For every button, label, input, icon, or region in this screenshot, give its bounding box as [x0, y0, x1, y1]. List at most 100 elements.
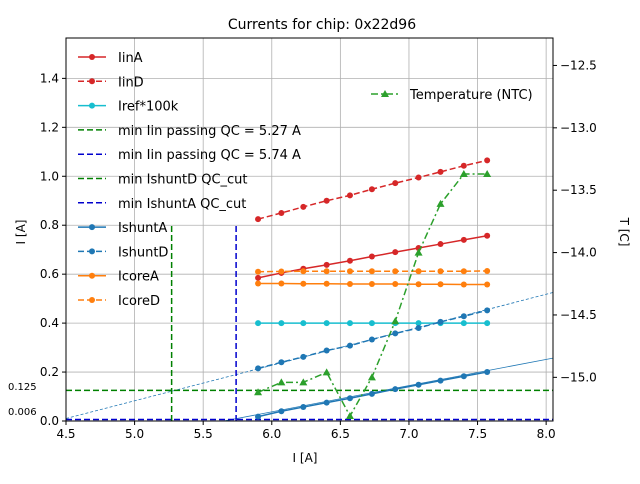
- y-tick-label-1: 0.2: [40, 365, 59, 379]
- point-IinA-10: [484, 232, 491, 239]
- legend-temp-marker: [381, 90, 389, 97]
- point-IinD-10: [484, 157, 491, 164]
- point-IcoreD-7: [415, 268, 422, 275]
- y-axis-label: I [A]: [14, 220, 28, 245]
- temperature-point-0: [254, 388, 263, 396]
- plot-clipped: [66, 38, 553, 421]
- y2-tick-label-1: −14.5: [560, 308, 597, 322]
- point-IinA-6: [392, 249, 399, 256]
- point-IcoreD-4: [346, 268, 353, 275]
- legend-main-label-6: min IshuntA QC_cut: [118, 197, 246, 212]
- legend-main-label-9: IcoreA: [118, 270, 159, 285]
- plot-frame: [65, 37, 554, 422]
- legend-main-label-4: min Iin passing QC = 5.74 A: [118, 148, 301, 163]
- point-IshuntA-6: [392, 386, 399, 393]
- y2-axis-label: T [C]: [617, 217, 631, 247]
- point-IshuntA-0: [255, 413, 262, 420]
- x-axis-label: I [A]: [293, 451, 318, 465]
- point-IinA-9: [460, 236, 467, 243]
- legend-main-label-0: IinA: [118, 51, 143, 66]
- point-Iref*100k-0: [255, 320, 262, 327]
- point-IinD-5: [368, 186, 375, 193]
- point-IshuntA-8: [437, 377, 444, 384]
- legend-main-marker-7: [89, 224, 95, 231]
- hline-label-0: 0.125: [8, 382, 37, 393]
- point-IinD-9: [460, 162, 467, 169]
- y2-tick-label-5: −12.5: [560, 58, 597, 72]
- point-IcoreD-9: [460, 268, 467, 275]
- x-tick-label-5: 7.0: [399, 427, 418, 441]
- temperature-point-8: [436, 199, 445, 207]
- legend-main-marker-10: [89, 297, 95, 303]
- point-IcoreD-6: [392, 268, 399, 275]
- temperature-point-10: [483, 169, 492, 177]
- legend-main-label-7: IshuntA: [118, 221, 167, 236]
- temperature-point-1: [277, 378, 286, 386]
- point-IcoreA-3: [323, 280, 330, 287]
- legend-main-label-3: min Iin passing QC = 5.27 A: [118, 124, 301, 139]
- point-Iref*100k-2: [300, 320, 307, 327]
- chart-title: Currents for chip: 0x22d96: [228, 17, 416, 33]
- legend-temp-label: Temperature (NTC): [409, 88, 533, 103]
- point-IshuntD-1: [278, 359, 285, 366]
- temperature-point-3: [322, 368, 331, 376]
- point-IshuntD-5: [368, 336, 375, 343]
- y2-tick-label-0: −15.0: [560, 370, 597, 384]
- legend-main-label-8: IshuntD: [118, 245, 168, 260]
- point-Iref*100k-7: [415, 320, 422, 327]
- point-Iref*100k-10: [484, 320, 491, 327]
- point-Iref*100k-3: [323, 320, 330, 327]
- y2-tick-label-4: −13.0: [560, 121, 597, 135]
- point-IcoreA-4: [346, 280, 353, 287]
- x-tick-label-4: 6.5: [331, 427, 350, 441]
- point-IcoreD-1: [278, 268, 285, 275]
- point-IcoreA-5: [368, 280, 375, 287]
- point-IshuntA-1: [278, 408, 285, 415]
- point-IshuntD-3: [323, 347, 330, 354]
- point-IinD-2: [300, 203, 307, 210]
- point-IshuntD-0: [255, 365, 262, 372]
- legend-main-label-2: Iref*100k: [118, 100, 179, 115]
- point-IcoreA-6: [392, 280, 399, 287]
- point-IinD-8: [437, 168, 444, 175]
- point-IshuntA-4: [346, 395, 353, 402]
- point-IcoreA-0: [255, 280, 262, 287]
- legend-main-marker-8: [89, 248, 95, 255]
- plot-area: 4.5 5.0 5.5 6.0 6.5 7.0 7.5 8.0 0.0 0.2 0.4 0.6 0.8 1…: [40, 37, 597, 441]
- point-IshuntA-9: [460, 373, 467, 380]
- point-IshuntD-6: [392, 330, 399, 337]
- point-IcoreA-10: [484, 281, 491, 288]
- point-IcoreD-10: [484, 267, 491, 274]
- y-tick-label-4: 0.8: [40, 218, 59, 232]
- fit-line-0: [66, 292, 553, 419]
- x-tick-label-3: 6.0: [262, 427, 281, 441]
- temperature-point-2: [299, 378, 308, 386]
- y-tick-label-7: 1.4: [40, 71, 59, 85]
- point-IshuntA-2: [300, 404, 307, 411]
- legend-temperature: Temperature (NTC): [371, 88, 533, 103]
- y2-tick-label-3: −13.5: [560, 183, 597, 197]
- point-IcoreA-1: [278, 280, 285, 287]
- legend-main-marker-1: [89, 78, 95, 85]
- temperature-point-7: [414, 248, 423, 256]
- point-IinD-1: [278, 209, 285, 216]
- point-IinA-4: [346, 257, 353, 264]
- point-IcoreD-3: [323, 268, 330, 275]
- point-IinD-4: [346, 192, 353, 199]
- temperature-point-6: [391, 317, 400, 325]
- point-IinA-3: [323, 261, 330, 268]
- point-IcoreA-8: [437, 281, 444, 288]
- point-IcoreD-5: [368, 268, 375, 275]
- point-IinD-7: [415, 174, 422, 181]
- point-IcoreD-8: [437, 268, 444, 275]
- legend-main-label-5: min IshuntD QC_cut: [118, 173, 248, 188]
- point-IcoreA-2: [300, 280, 307, 287]
- legend-main-marker-0: [89, 54, 95, 60]
- x-tick-label-1: 5.0: [125, 427, 144, 441]
- point-IshuntA-10: [484, 369, 491, 376]
- temperature-point-5: [367, 373, 376, 381]
- legend-main-marker-9: [89, 272, 95, 279]
- point-IinA-5: [368, 253, 375, 260]
- point-IshuntD-2: [300, 353, 307, 360]
